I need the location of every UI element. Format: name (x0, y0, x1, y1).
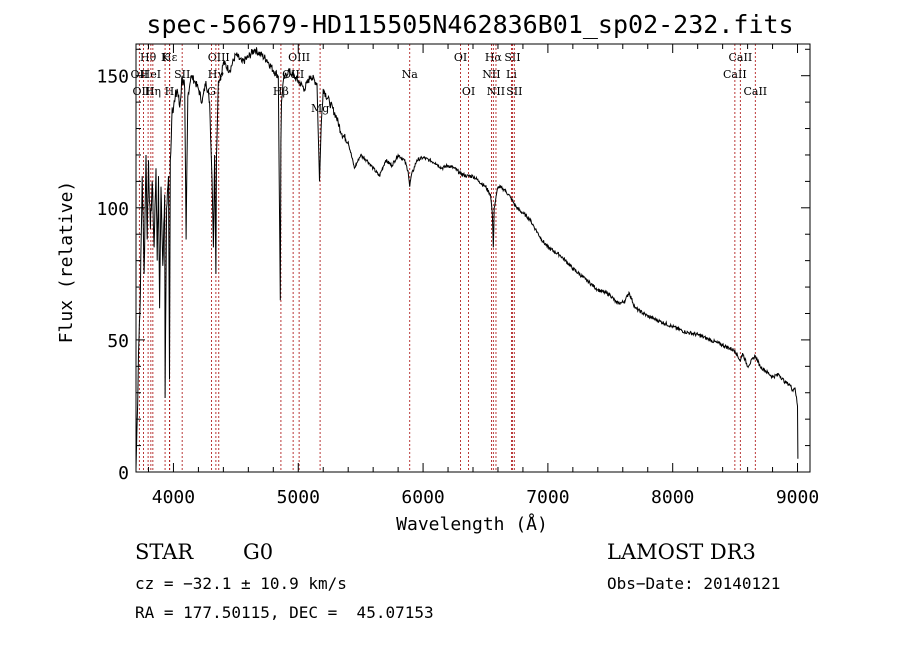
line-marker-label-17: OI (454, 51, 467, 64)
line-marker-label-18: OI (462, 85, 475, 98)
line-marker-label-0: Hθ (140, 51, 157, 64)
line-marker-label-26: CaII (723, 68, 747, 81)
line-marker-label-1: K (161, 51, 170, 64)
flux-series-line (135, 47, 799, 470)
line-marker-label-7: Hη (145, 85, 161, 98)
line-marker-label-15: Mg (311, 102, 329, 115)
chart-title: spec-56679-HD115505N462836B01_sp02-232.f… (146, 10, 793, 39)
x-tick-label-5: 9000 (776, 487, 819, 508)
x-axis-label: Wavelength (Å) (396, 513, 548, 535)
object-subclass: G0 (243, 540, 274, 564)
redshift-value: cz = −32.1 ± 10.9 km/s (135, 574, 347, 593)
y-tick-label-1: 50 (107, 331, 129, 352)
x-tick-label-0: 4000 (152, 487, 195, 508)
line-marker-label-16: Na (402, 68, 419, 81)
object-class: STAR (135, 540, 194, 564)
axis-ticks: 4000 5000 6000 7000 8000 9000 0 50 100 150 (96, 44, 819, 508)
line-marker-label-5: SII (174, 68, 190, 81)
y-tick-label-3: 150 (96, 67, 129, 88)
coordinates: RA = 177.50115, DEC = 45.07153 (135, 603, 434, 622)
line-marker-label-19: Hα (485, 51, 503, 64)
y-tick-label-0: 0 (118, 463, 129, 484)
x-tick-label-1: 5000 (277, 487, 320, 508)
line-marker-label-25: CaII (729, 51, 753, 64)
line-marker-label-6: OIII (132, 85, 154, 98)
line-marker-label-4: HeI (141, 68, 161, 81)
observation-date: Obs−Date: 20140121 (607, 574, 781, 593)
line-marker-label-21: NII (482, 68, 500, 81)
x-tick-label-2: 6000 (401, 487, 444, 508)
line-marker-label-24: SII (506, 85, 522, 98)
line-marker-label-9: OIII (208, 51, 230, 64)
line-marker-label-11: G (207, 85, 216, 98)
line-marker-label-23: NII (487, 85, 505, 98)
line-marker-label-14: Hβ (273, 85, 289, 98)
plot-frame (135, 43, 811, 473)
line-marker-label-8: H (165, 85, 175, 98)
x-tick-label-4: 8000 (651, 487, 694, 508)
line-marker-label-27: CaII (743, 85, 767, 98)
survey-label: LAMOST DR3 (607, 540, 756, 564)
y-tick-label-2: 100 (96, 199, 129, 220)
line-marker-label-22: Li (506, 68, 517, 81)
x-tick-label-3: 7000 (526, 487, 569, 508)
line-marker-label-12: OIII (288, 51, 310, 64)
y-axis-label: Flux (relative) (56, 181, 77, 344)
line-marker-label-20: SII (504, 51, 520, 64)
